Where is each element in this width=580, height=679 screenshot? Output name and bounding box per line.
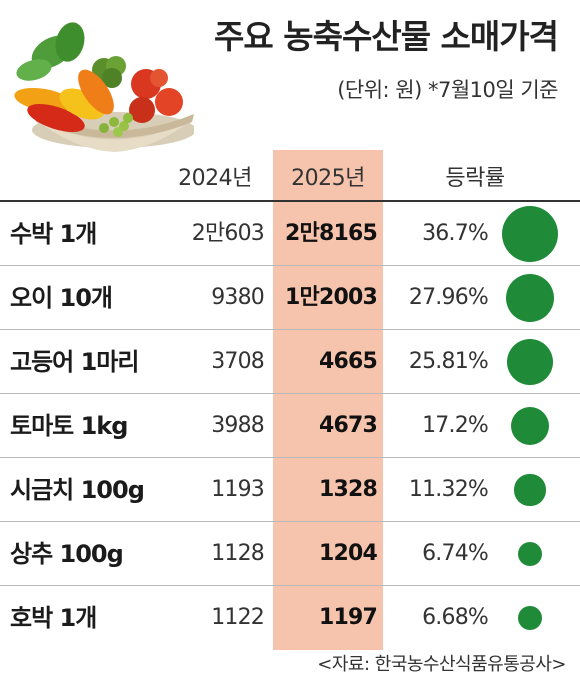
change-rate-dot (514, 474, 546, 506)
table-row: 시금치 100g 1193 1328 11.32% (0, 458, 580, 522)
broccoli (92, 56, 126, 88)
highlight-column-2025 (273, 150, 383, 650)
price-2025: 1197 (318, 605, 378, 630)
change-rate: 6.74% (422, 541, 489, 566)
price-2025: 1204 (318, 541, 378, 566)
row-divider (0, 329, 580, 330)
table-row: 상추 100g 1128 1204 6.74% (0, 522, 580, 586)
item-name: 호박 1개 (10, 604, 97, 632)
green-peas (99, 113, 133, 137)
header-2024: 2024년 (178, 166, 252, 191)
item-name: 상추 100g (10, 540, 124, 568)
bell-peppers (14, 69, 114, 132)
tomatoes (129, 69, 183, 123)
change-rate-dot (505, 273, 555, 323)
price-2024: 1193 (211, 477, 265, 502)
item-name: 고등어 1마리 (10, 348, 139, 376)
change-rate-dot (506, 338, 554, 386)
table-row: 고등어 1마리 3708 4665 25.81% (0, 330, 580, 394)
unit-note: (단위: 원) *7월10일 기준 (337, 78, 558, 102)
change-rate-dot (518, 606, 542, 630)
price-2024: 1128 (211, 541, 265, 566)
vegetable-bowl-illustration (14, 22, 194, 152)
price-2024: 3988 (211, 413, 265, 438)
table-row: 토마토 1kg 3988 4673 17.2% (0, 394, 580, 458)
table-row: 수박 1개 2만603 2만8165 36.7% (0, 202, 580, 266)
item-name: 수박 1개 (10, 220, 97, 248)
price-2025: 1328 (318, 477, 378, 502)
row-divider (0, 265, 580, 266)
source-note: <자료: 한국농수산식품유통공사> (317, 654, 566, 675)
header-divider (0, 200, 580, 202)
change-rate: 25.81% (408, 349, 489, 374)
change-rate-dot (502, 206, 558, 262)
price-2025: 4673 (318, 413, 378, 438)
change-rate: 17.2% (422, 413, 489, 438)
table-row: 오이 10개 9380 1만2003 27.96% (0, 266, 580, 330)
price-2024: 1122 (211, 605, 265, 630)
item-name: 시금치 100g (10, 476, 145, 504)
change-rate: 11.32% (408, 477, 489, 502)
change-rate-dot (510, 406, 550, 446)
change-rate-dot (518, 542, 542, 566)
row-divider (0, 393, 580, 394)
price-2025: 4665 (318, 349, 378, 374)
price-2025: 2만8165 (285, 221, 378, 246)
header-change: 등락률 (445, 166, 505, 191)
row-divider (0, 457, 580, 458)
lettuce-leaves (16, 22, 85, 81)
page-title: 주요 농축수산물 소매가격 (214, 17, 559, 56)
item-name: 오이 10개 (10, 284, 113, 312)
price-2024: 2만603 (191, 221, 265, 246)
price-2024: 9380 (211, 285, 265, 310)
change-rate: 36.7% (422, 221, 489, 246)
item-name: 토마토 1kg (10, 412, 128, 440)
price-2025: 1만2003 (285, 285, 378, 310)
change-rate: 6.68% (422, 605, 489, 630)
row-divider (0, 521, 580, 522)
change-rate: 27.96% (408, 285, 489, 310)
header-2025: 2025년 (291, 166, 365, 191)
row-divider (0, 585, 580, 586)
table-row: 호박 1개 1122 1197 6.68% (0, 586, 580, 650)
price-2024: 3708 (211, 349, 265, 374)
